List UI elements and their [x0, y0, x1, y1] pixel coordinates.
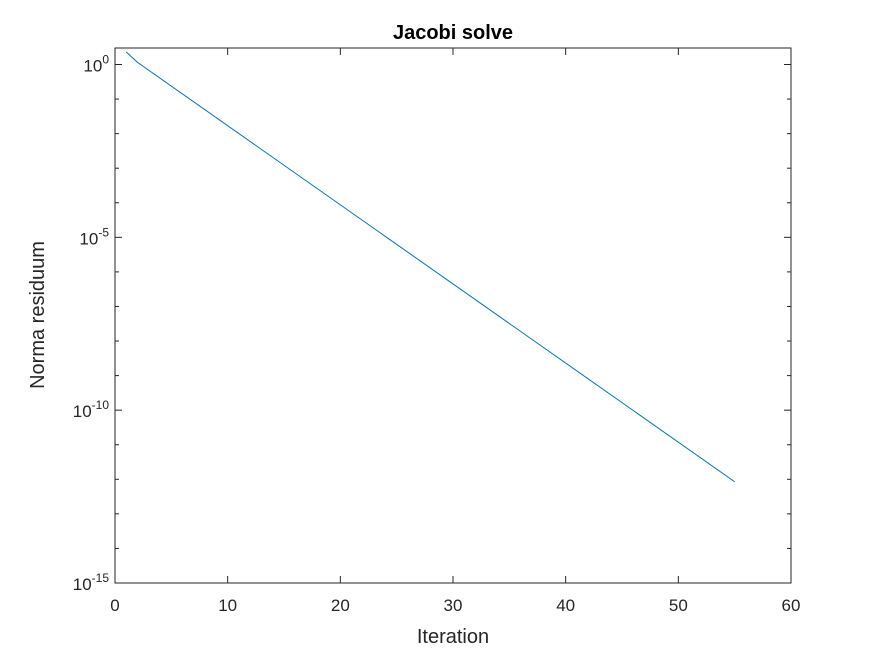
x-tick-label: 60 [782, 596, 801, 615]
x-tick-label: 40 [556, 596, 575, 615]
y-tick-label: 100 [83, 52, 109, 75]
x-tick-label: 50 [669, 596, 688, 615]
y-tick-label: 10-10 [73, 398, 110, 421]
plot-area [115, 48, 791, 583]
x-tick-label: 10 [218, 596, 237, 615]
x-tick-label: 0 [110, 596, 119, 615]
series-line [125, 51, 735, 483]
x-tick-label: 20 [331, 596, 350, 615]
tick-labels-layer: 0 10 20 30 40 50 60 10-15 10-10 10-5 100 [73, 52, 801, 615]
y-tick-label: 10-5 [79, 225, 109, 248]
x-tick-label: 30 [444, 596, 463, 615]
axes-box [114, 47, 792, 584]
y-tick-label: 10-15 [73, 571, 110, 594]
y-axis-label: Norma residuum [27, 241, 49, 389]
series-layer [125, 51, 735, 483]
x-axis-label: Iteration [417, 626, 489, 648]
chart-title: Jacobi solve [393, 22, 513, 44]
